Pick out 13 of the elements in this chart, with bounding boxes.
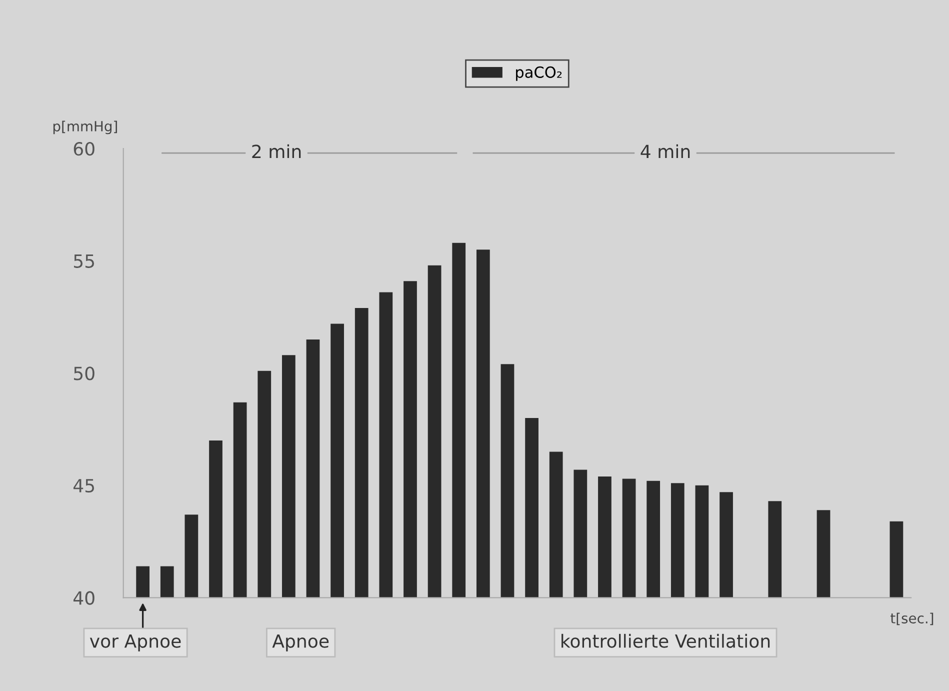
text: vor Apnoe <box>90 634 181 652</box>
y-tick-label: 50 <box>74 366 94 380</box>
y-tick-label: 55 <box>74 254 94 268</box>
legend-label: paCO₂ <box>516 66 562 81</box>
y-tick-label: 40 <box>74 591 94 605</box>
annotation: 2 min <box>252 144 301 158</box>
y-tick-label: 60 <box>74 142 94 156</box>
text: Apnoe <box>272 634 329 652</box>
text: kontrollierte Ventilation <box>562 634 770 648</box>
y-axis-title: p[mmHg] <box>53 120 117 134</box>
annotation: 4 min <box>640 144 690 158</box>
x-axis-title: t[sec.] <box>890 612 934 626</box>
y-tick-label: 45 <box>74 479 94 493</box>
